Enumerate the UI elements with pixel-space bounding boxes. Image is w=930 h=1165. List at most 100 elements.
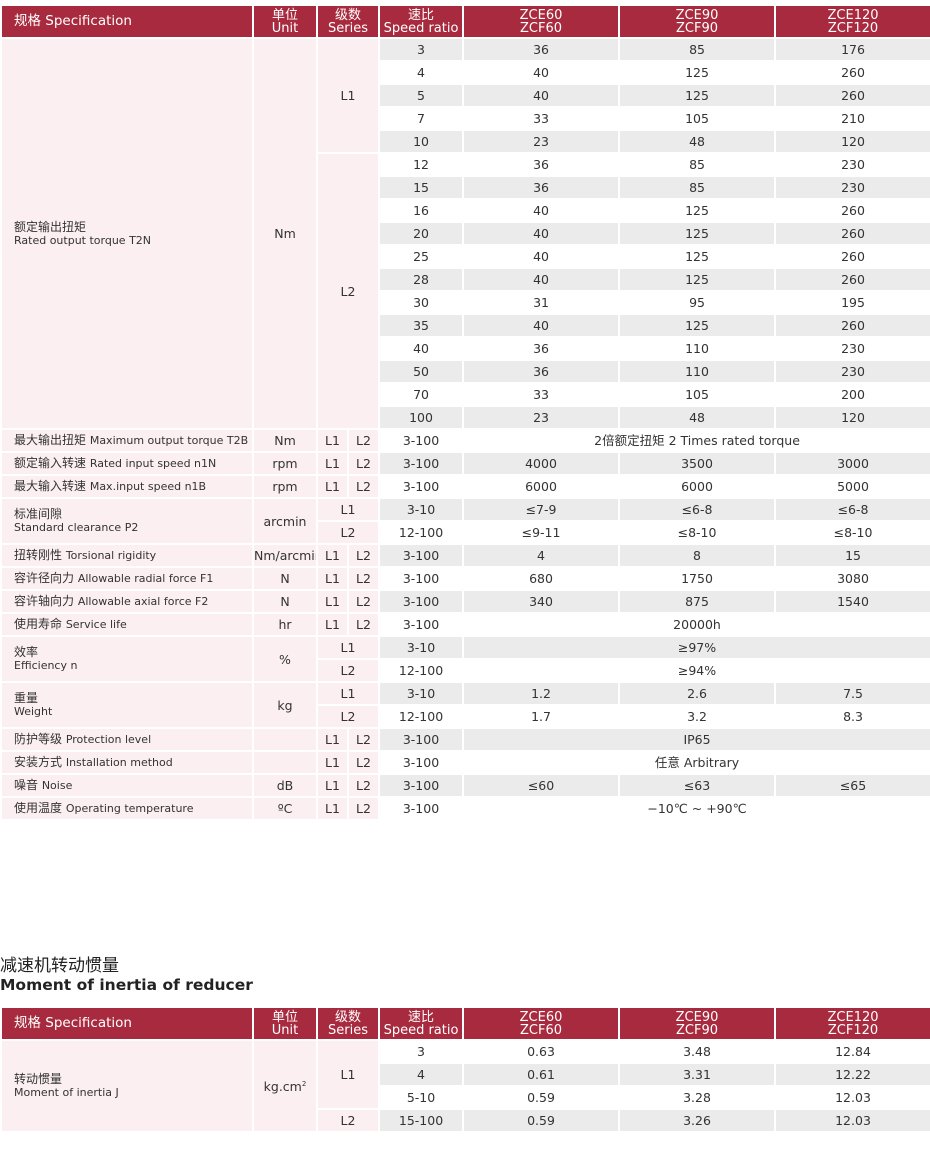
- series-cell: L1: [316, 796, 349, 821]
- value-cell: 260: [774, 313, 930, 338]
- table-row: 使用温度 Operating temperature ºC L1 L2 3-100 −10…: [0, 796, 930, 821]
- speed-ratio-cell: 4: [378, 1062, 465, 1087]
- spec-label-en: Allowable radial force F1: [77, 572, 214, 585]
- spec-label: 额定输入转速 Rated input speed n1N: [0, 451, 254, 476]
- header-unit: 单位 Unit: [252, 4, 318, 39]
- merged-value-cell: IP65: [462, 727, 930, 752]
- value-cell: 110: [618, 359, 777, 384]
- series-cell: L1: [316, 566, 349, 591]
- header-unit-en: Unit: [271, 1022, 299, 1038]
- merged-value-cell: ≥97%: [462, 635, 930, 660]
- header-model-1-en: ZCF60: [520, 1022, 563, 1038]
- value-cell: 680: [462, 566, 621, 591]
- merged-value-cell: 2倍额定扭矩 2 Times rated torque: [462, 428, 930, 453]
- value-cell: 3.26: [618, 1108, 777, 1133]
- header-unit: 单位 Unit: [252, 1006, 318, 1041]
- unit-cell: [252, 727, 318, 752]
- value-cell: 105: [618, 106, 777, 131]
- table-row: 额定输入转速 Rated input speed n1N rpm L1 L2 3-100…: [0, 451, 930, 476]
- header-series: 级数 Series: [315, 4, 381, 39]
- spec-label-cn: 最大输出扭矩: [14, 433, 90, 447]
- spec-label-en: Service life: [65, 618, 127, 631]
- spec-label: 容许径向力 Allowable radial force F1: [0, 566, 254, 591]
- unit-cell: dB: [252, 773, 318, 798]
- value-cell: ≤60: [462, 773, 621, 798]
- spec-label-cn: 使用温度: [14, 801, 66, 815]
- unit-cell: rpm: [252, 474, 318, 499]
- speed-ratio-cell: 3-100: [378, 543, 465, 568]
- value-cell: 5000: [774, 474, 930, 499]
- series-cell: L2: [346, 773, 381, 798]
- table-row: L2 12 36 85 230: [1, 152, 930, 430]
- table-row: L2 15-100 0.59 3.26 12.03: [1, 1108, 930, 1133]
- value-cell: ≤63: [618, 773, 777, 798]
- unit-cell: kg: [252, 681, 318, 729]
- speed-ratio-cell: 3-100: [378, 589, 465, 614]
- series-cell: L2: [346, 451, 381, 476]
- speed-ratio-cell: 3-100: [378, 727, 465, 752]
- value-cell: 23: [462, 129, 621, 154]
- value-cell: 0.59: [462, 1108, 621, 1133]
- value-cell: 6000: [618, 474, 777, 499]
- spec-label-cn: 使用寿命: [14, 617, 66, 631]
- specification-table: 规格 Specification 单位 Unit 级数 Series 速比 Speed ra…: [0, 4, 930, 821]
- series-cell: L1: [316, 727, 349, 752]
- spec-label-en: Noise: [41, 779, 73, 792]
- header-model-3-en: ZCF120: [827, 20, 879, 36]
- header-ratio-en: Speed ratio: [383, 1022, 459, 1038]
- table-row: L2 12-100 1.7 3.2 8.3: [1, 704, 930, 729]
- spec-label: 扭转刚性 Torsional rigidity: [0, 543, 254, 568]
- spec-label: 安装方式 Installation method: [0, 750, 254, 775]
- header-model-2-en: ZCF90: [676, 1022, 719, 1038]
- table-row: 5 40 125 260: [1, 83, 930, 108]
- value-cell: 12.22: [774, 1062, 930, 1087]
- value-cell: 2.6: [618, 681, 777, 706]
- unit-cell: kg.cm2: [252, 1039, 318, 1133]
- speed-ratio-cell: 12-100: [378, 520, 465, 545]
- value-cell: ≤6-8: [618, 497, 777, 522]
- value-cell: 110: [618, 336, 777, 361]
- speed-ratio-cell: 3-10: [378, 681, 465, 706]
- table-row: 噪音 Noise dB L1 L2 3-100 ≤60 ≤63 ≤65: [0, 773, 930, 798]
- value-cell: 3500: [618, 451, 777, 476]
- value-cell: 36: [462, 359, 621, 384]
- header-model-1: ZCE60 ZCF60: [462, 4, 621, 39]
- speed-ratio-cell: 12-100: [378, 658, 465, 683]
- series-cell: L2: [346, 612, 381, 637]
- value-cell: 7.5: [774, 681, 930, 706]
- spec-label-cn: 转动惯量: [14, 1072, 63, 1086]
- table-row: 最大输入转速 Max.input speed n1B rpm L1 L2 3-100 60…: [0, 474, 930, 499]
- header-model-1-cn: ZCE60: [519, 1009, 563, 1025]
- header-spec: 规格 Specification: [0, 1006, 254, 1041]
- value-cell: ≤8-10: [774, 520, 930, 545]
- value-cell: 120: [774, 405, 930, 430]
- speed-ratio-cell: 40: [378, 336, 465, 361]
- value-cell: 36: [462, 37, 621, 62]
- speed-ratio-cell: 3-100: [378, 428, 465, 453]
- series-cell: L2: [346, 796, 381, 821]
- spec-label-cn: 防护等级: [14, 732, 66, 746]
- speed-ratio-cell: 3-10: [378, 497, 465, 522]
- spec-label-cn: 额定输入转速: [14, 456, 90, 470]
- speed-ratio-cell: 3-100: [378, 451, 465, 476]
- value-cell: 4: [462, 543, 621, 568]
- spec-label-cn: 重量: [14, 691, 39, 705]
- series-cell: L1: [316, 543, 349, 568]
- value-cell: 200: [774, 382, 930, 407]
- speed-ratio-cell: 3-100: [378, 612, 465, 637]
- table-row: 额定输出扭矩 Rated output torque T2N Nm L1 3 36 85 17…: [0, 37, 930, 430]
- series-cell: L2: [346, 543, 381, 568]
- series-cell: L2: [346, 589, 381, 614]
- value-cell: 12.84: [774, 1039, 930, 1064]
- header-series: 级数 Series: [315, 1006, 381, 1041]
- value-cell: 85: [618, 37, 777, 62]
- spec-label-cn: 效率: [14, 645, 39, 659]
- table-row: L2 12-100 ≥94%: [1, 658, 930, 683]
- spec-label: 容许轴向力 Allowable axial force F2: [0, 589, 254, 614]
- spec-label-en: Installation method: [65, 756, 173, 769]
- spec-label-en: Torsional rigidity: [65, 549, 157, 562]
- series-cell: L1: [315, 497, 381, 522]
- header-model-2-en: ZCF90: [676, 20, 719, 36]
- header-series-en: Series: [328, 1022, 368, 1038]
